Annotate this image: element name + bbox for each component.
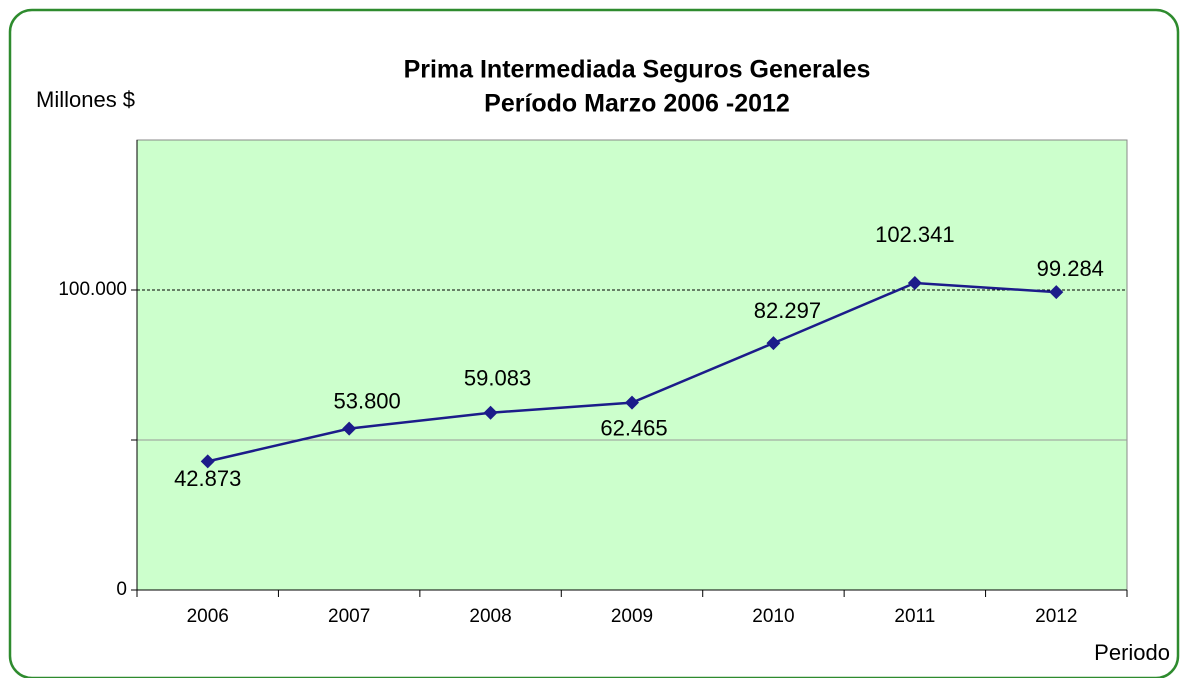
x-tick-label: 2008 [469, 606, 511, 627]
data-point [907, 275, 922, 290]
x-axis-label: Periodo [1094, 640, 1170, 665]
data-point [766, 336, 781, 351]
data-label: 42.873 [174, 466, 241, 491]
data-label: 53.800 [333, 388, 400, 413]
data-label: 59.083 [464, 366, 531, 391]
data-point [625, 395, 639, 410]
x-tick-label: 2012 [1035, 606, 1077, 627]
data-label: 62.465 [600, 415, 667, 440]
plot-area [136, 139, 1128, 591]
data-label: 82.297 [754, 298, 821, 323]
data-point [342, 421, 357, 436]
y-tick-label: 100.000 [58, 279, 127, 300]
x-tick-label: 2011 [894, 606, 935, 627]
data-label: 102.341 [875, 222, 955, 247]
x-tick-label: 2009 [611, 606, 653, 627]
y-axis-label: Millones $ [36, 87, 135, 112]
data-point [1049, 285, 1064, 300]
x-tick-label: 2010 [752, 606, 794, 627]
chart-subtitle: Período Marzo 2006 -2012 [484, 90, 790, 118]
data-point [483, 405, 498, 420]
data-label: 99.284 [1037, 256, 1104, 281]
y-tick-label: 0 [116, 579, 127, 600]
chart-title: Prima Intermediada Seguros Generales [404, 56, 871, 84]
x-tick-label: 2006 [187, 606, 229, 627]
x-tick-label: 2007 [328, 606, 370, 627]
data-point [200, 454, 215, 469]
